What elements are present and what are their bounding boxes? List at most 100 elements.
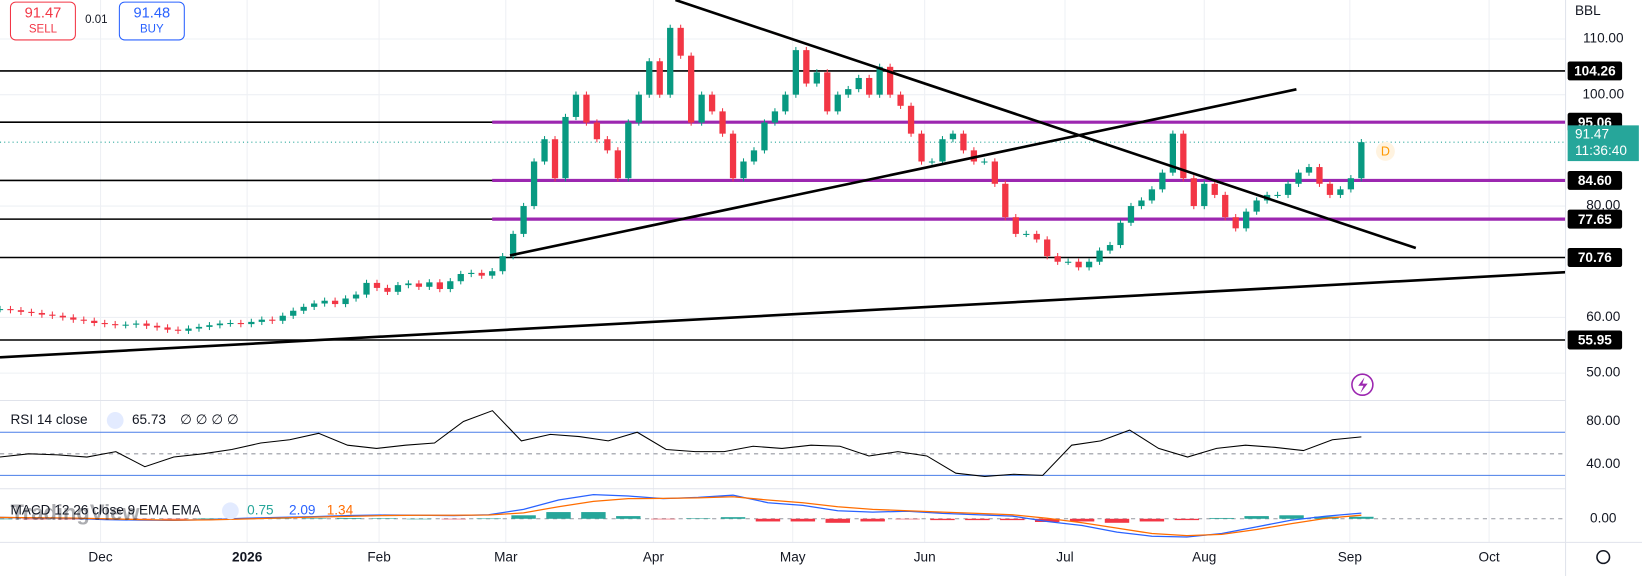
- candle: [80, 319, 87, 321]
- trend-line: [509, 88, 1297, 257]
- lightning-icon[interactable]: [1351, 373, 1374, 397]
- macd-icon: [222, 502, 239, 520]
- x-tick-label: Feb: [367, 550, 390, 565]
- candle: [583, 94, 590, 123]
- candle: [740, 161, 747, 179]
- x-tick-label: Aug: [1192, 550, 1216, 565]
- candle: [38, 312, 46, 315]
- candle: [206, 325, 213, 327]
- candle: [216, 323, 224, 326]
- macd-histogram-bar: [476, 518, 501, 520]
- candle: [562, 116, 569, 179]
- y-tick-label: 110.00: [1583, 31, 1624, 46]
- signal-value: 1.34: [327, 502, 354, 517]
- settings-icon[interactable]: [1596, 549, 1611, 565]
- candle: [656, 61, 663, 95]
- candle: [604, 139, 611, 151]
- macd-histogram-bar: [1000, 518, 1025, 521]
- level-tag: [1567, 170, 1623, 190]
- candle: [49, 314, 56, 316]
- rsi-placeholders: ∅ ∅ ∅ ∅: [180, 412, 239, 427]
- macd-histogram-bar: [1279, 515, 1304, 519]
- x-tick-label: Jun: [914, 550, 936, 565]
- x-tick-label: 2026: [232, 550, 263, 565]
- y-tick-label: 60.00: [1586, 309, 1620, 324]
- last-price-label: 91.47: [1575, 126, 1609, 141]
- candle: [1305, 167, 1313, 173]
- candle: [866, 77, 873, 95]
- macd-histogram-bar: [406, 518, 432, 520]
- macd-histogram-bar: [1349, 516, 1374, 519]
- candle: [195, 326, 203, 329]
- buy-button[interactable]: [118, 1, 185, 41]
- macd-histogram-bar: [441, 518, 467, 520]
- candle: [269, 319, 276, 321]
- x-tick-label: Oct: [1479, 550, 1500, 565]
- candle: [300, 306, 307, 311]
- candle: [1023, 233, 1030, 235]
- candle: [667, 27, 674, 95]
- marker: [1376, 141, 1395, 161]
- rsi-line: [0, 410, 1362, 477]
- y-tick-label: 80.00: [1586, 198, 1620, 213]
- candle: [572, 94, 580, 117]
- candle: [960, 133, 967, 151]
- macd-histogram-bar: [1069, 518, 1095, 522]
- x-tick-label: Apr: [643, 550, 665, 565]
- level-label: 77.65: [1578, 212, 1612, 227]
- candle: [1180, 133, 1187, 179]
- axis: Dec 2026 Feb Mar Apr May Jun Jul Aug Sep Oct 110.00…: [88, 31, 1639, 565]
- macd-histogram-bar: [790, 518, 816, 522]
- sell-button[interactable]: [9, 1, 76, 41]
- y-tick-label: 80.00: [1586, 413, 1620, 428]
- candle: [845, 89, 852, 95]
- trend-line: [675, 0, 1417, 250]
- macd-value: 2.09: [289, 502, 315, 517]
- macd-histogram-bar: [1174, 518, 1200, 521]
- candle: [59, 315, 66, 318]
- candle: [17, 310, 25, 312]
- candle: [530, 161, 538, 207]
- candle: [373, 282, 381, 288]
- candle: [363, 282, 370, 295]
- candle: [132, 323, 140, 325]
- candle: [688, 55, 695, 123]
- candle: [7, 309, 14, 311]
- macd-histogram-bar: [1209, 517, 1234, 519]
- marker-label: D: [1381, 145, 1390, 159]
- macd-histogram-bar: [301, 518, 327, 519]
- candle: [541, 139, 548, 162]
- rsi-icon: [106, 412, 124, 429]
- y-tick-label: 100.00: [1582, 86, 1624, 101]
- candle: [876, 66, 883, 95]
- macd-hist-value: 0.75: [247, 502, 273, 517]
- candle: [824, 72, 831, 112]
- candle: [520, 206, 527, 234]
- candle: [1347, 178, 1355, 190]
- candle: [782, 94, 789, 112]
- candle: [91, 320, 98, 323]
- candle: [698, 94, 705, 123]
- candle: [981, 161, 988, 163]
- candle: [0, 309, 4, 311]
- symbol: BBL: [1575, 3, 1601, 18]
- candle: [1012, 217, 1019, 234]
- candle: [991, 161, 998, 184]
- candle: [405, 283, 412, 286]
- candle: [436, 282, 443, 290]
- candle: [248, 321, 255, 325]
- candle: [729, 133, 737, 179]
- candle: [918, 133, 925, 162]
- level-tag: [1567, 248, 1623, 267]
- candle: [1274, 194, 1281, 196]
- candle: [426, 282, 433, 287]
- last-price-tag: [1567, 125, 1639, 162]
- candle: [970, 150, 978, 162]
- candle: [855, 77, 862, 90]
- candle: [1222, 194, 1229, 218]
- candle: [28, 311, 35, 313]
- candle: [1033, 233, 1040, 240]
- sell-label: SELL: [29, 23, 58, 35]
- candle: [593, 122, 601, 140]
- candle: [394, 285, 402, 292]
